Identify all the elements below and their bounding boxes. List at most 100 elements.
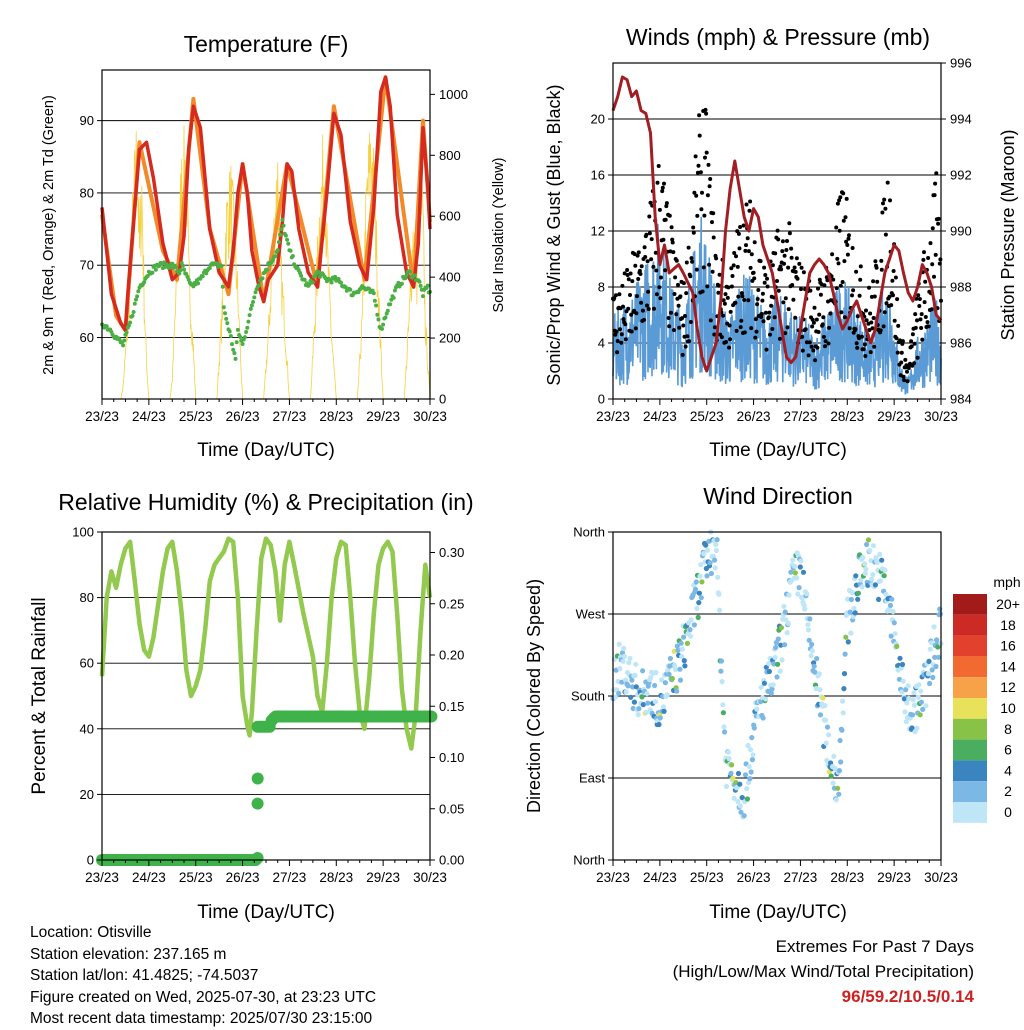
direction-point: [823, 717, 829, 723]
wind-gust-point: [867, 328, 872, 332]
pressure-y-tick-label: 990: [950, 224, 972, 239]
wind-gust-point: [770, 263, 775, 268]
wind-gust-point: [786, 265, 791, 270]
direction-point: [656, 721, 662, 728]
dewpoint-point: [180, 263, 185, 268]
direction-point: [775, 661, 781, 667]
direction-point: [800, 569, 807, 575]
direction-point: [845, 639, 851, 645]
dewpoint-point: [207, 266, 212, 270]
extremes-subtitle: (High/Low/Max Wind/Total Precipitation): [672, 962, 974, 981]
direction-point: [688, 617, 694, 623]
direction-point: [749, 757, 756, 763]
dewpoint-point: [383, 315, 388, 320]
humidity-title: Relative Humidity (%) & Precipitation (i…: [58, 489, 473, 515]
wind-gust-point: [889, 303, 894, 308]
legend-swatch: [953, 594, 987, 615]
direction-point: [882, 567, 888, 573]
wind-gust-point: [916, 293, 921, 298]
latest-data-timestamp: Most recent data timestamp: 2025/07/30 2…: [30, 1010, 373, 1027]
extremes-values: 96/59.2/10.5/0.14: [841, 987, 974, 1006]
winds-x-tick-label: 24/23: [643, 409, 677, 424]
wind-gust-point: [628, 293, 632, 297]
legend-label: 12: [1000, 679, 1016, 695]
direction-point: [746, 763, 752, 770]
legend-label: 16: [1000, 638, 1016, 654]
wind-gust-point: [934, 171, 939, 176]
wind-gust-point: [633, 263, 638, 268]
wind-gust-point: [762, 280, 767, 285]
wind-gust-point: [685, 334, 690, 339]
wind-gust-point: [617, 292, 622, 297]
temperature-panel: Temperature (F) 60 70 80 90 0 200 400 600 800 100…: [41, 31, 507, 461]
wind-gust-point: [854, 341, 859, 346]
wind-gust-point: [776, 288, 781, 293]
dewpoint-point: [224, 316, 229, 321]
wind-gust-point: [834, 225, 839, 230]
direction-x-tick-label: 24/23: [643, 870, 677, 885]
direction-point: [627, 655, 633, 661]
wind-gust-point: [716, 290, 721, 295]
wind-gust-point: [686, 245, 691, 250]
wind-gust-point: [649, 237, 654, 242]
wind-gust-point: [738, 225, 743, 229]
direction-point: [730, 775, 736, 781]
wind-gust-point: [669, 225, 674, 230]
direction-point: [735, 770, 742, 777]
temperature-x-tick-label: 25/23: [179, 409, 213, 424]
direction-point: [708, 570, 715, 577]
dewpoint-point: [182, 267, 186, 272]
wind-gust-point: [680, 316, 685, 321]
dewpoint-point: [126, 323, 131, 328]
dewpoint-point: [128, 320, 133, 325]
direction-point: [914, 725, 920, 731]
direction-point: [900, 678, 906, 684]
wind-gust-point: [764, 347, 769, 352]
direction-point: [769, 686, 775, 692]
wind-gust-point: [881, 324, 886, 329]
temperature-x-tick-label: 27/23: [273, 409, 307, 424]
dewpoint-point: [235, 327, 240, 332]
wind-gust-point: [666, 316, 671, 320]
wind-gust-point: [744, 243, 748, 248]
direction-point: [774, 674, 780, 680]
wind-gust-point: [722, 301, 727, 306]
direction-point: [698, 595, 704, 601]
wind-gust-point: [723, 292, 728, 297]
direction-point: [892, 631, 898, 637]
dewpoint-point: [421, 294, 425, 299]
direction-point: [804, 591, 810, 597]
wind-gust-point: [660, 189, 665, 194]
precip-y-tick-label: 0.25: [439, 596, 464, 611]
direction-point: [766, 668, 773, 675]
direction-point: [731, 795, 737, 801]
wind-gust-point: [626, 277, 631, 282]
dewpoint-point: [280, 217, 285, 222]
wind-gust-point: [744, 202, 749, 207]
direction-x-tick-label: 23/23: [596, 870, 630, 885]
wind-gust-point: [680, 352, 685, 357]
station-latlon: Station lat/lon: 41.4825; -74.5037: [30, 967, 259, 984]
wind-gust-point: [905, 369, 909, 374]
wind-gust-point: [846, 236, 851, 241]
direction-point: [872, 582, 879, 588]
direction-point: [823, 740, 829, 746]
wind-gust-point: [855, 345, 860, 350]
wind-gust-point: [786, 307, 791, 312]
dewpoint-point: [253, 290, 258, 295]
wind-gust-point: [621, 304, 625, 309]
dewpoint-point: [252, 295, 257, 300]
direction-point: [612, 694, 619, 700]
dewpoint-point: [245, 325, 250, 330]
wind-gust-point: [661, 237, 666, 242]
direction-point: [848, 630, 854, 636]
direction-point: [887, 602, 894, 609]
dewpoint-point: [376, 317, 381, 322]
direction-point: [674, 688, 680, 694]
wind-gust-point: [815, 345, 820, 350]
direction-point: [630, 684, 636, 690]
wind-gust-point: [863, 354, 868, 358]
wind-gust-point: [785, 325, 790, 330]
wind-gust-point: [885, 180, 890, 185]
humidity-x-tick-label: 30/23: [413, 870, 447, 885]
